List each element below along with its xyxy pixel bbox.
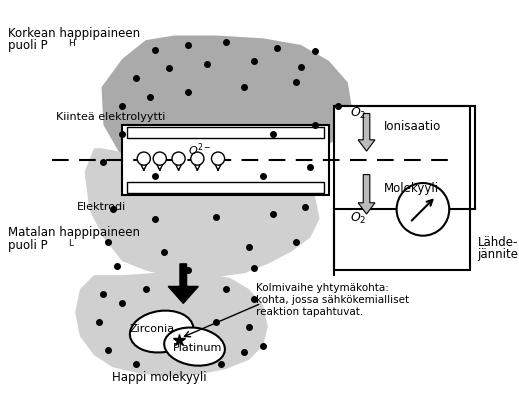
Circle shape <box>137 152 151 165</box>
Bar <box>122 125 329 195</box>
Text: puoli P: puoli P <box>7 239 47 251</box>
Text: Matalan happipaineen: Matalan happipaineen <box>7 226 140 239</box>
Bar <box>127 182 324 194</box>
Ellipse shape <box>130 310 194 352</box>
Polygon shape <box>75 271 268 377</box>
Text: Lähde-: Lähde- <box>477 236 518 249</box>
Text: kohta, jossa sähkökemialliset: kohta, jossa sähkökemialliset <box>256 295 409 305</box>
Polygon shape <box>102 36 352 176</box>
Text: $O_2$: $O_2$ <box>350 106 366 121</box>
Text: Platinum: Platinum <box>173 344 222 354</box>
Text: puoli P: puoli P <box>7 39 47 52</box>
Bar <box>334 106 470 271</box>
Text: Korkean happipaineen: Korkean happipaineen <box>7 27 140 40</box>
Text: Kiinteä elektrolyytti: Kiinteä elektrolyytti <box>57 112 166 122</box>
Text: Zirconia: Zirconia <box>130 324 175 334</box>
Text: reaktion tapahtuvat.: reaktion tapahtuvat. <box>256 307 363 317</box>
Circle shape <box>191 152 204 165</box>
Circle shape <box>153 152 167 165</box>
FancyArrow shape <box>358 175 375 214</box>
Circle shape <box>172 152 185 165</box>
Text: $O_2$: $O_2$ <box>350 211 366 226</box>
FancyArrow shape <box>168 264 198 303</box>
Text: Happi molekyyli: Happi molekyyli <box>113 371 207 384</box>
Text: $O^{2-}$: $O^{2-}$ <box>188 142 212 158</box>
Text: L: L <box>67 239 73 247</box>
Bar <box>127 126 324 138</box>
Text: Kolmivaihe yhtymäkohta:: Kolmivaihe yhtymäkohta: <box>256 282 389 293</box>
Ellipse shape <box>164 328 225 365</box>
Circle shape <box>211 152 225 165</box>
Text: Molekyyli: Molekyyli <box>384 182 439 195</box>
Text: jännite: jännite <box>477 248 518 261</box>
Text: Ionisaatio: Ionisaatio <box>384 120 441 133</box>
FancyArrow shape <box>358 113 375 151</box>
Circle shape <box>397 183 449 236</box>
Text: H: H <box>67 39 74 48</box>
Polygon shape <box>85 148 320 277</box>
Text: Elektrodi: Elektrodi <box>77 202 126 212</box>
